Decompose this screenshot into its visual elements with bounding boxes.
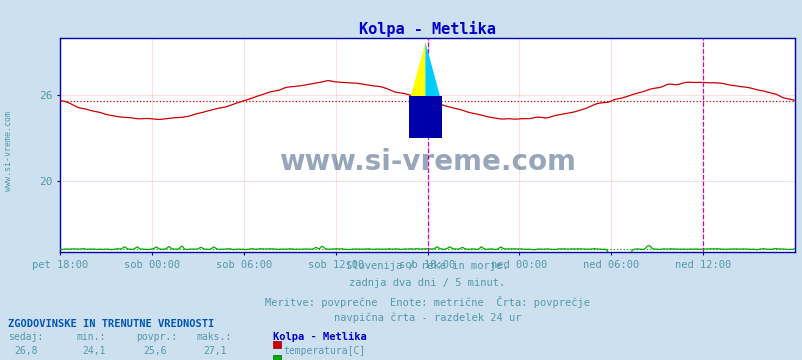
- Text: 24,1: 24,1: [83, 346, 106, 356]
- Text: 25,6: 25,6: [143, 346, 166, 356]
- Text: zadnja dva dni / 5 minut.: zadnja dva dni / 5 minut.: [349, 278, 505, 288]
- Text: Meritve: povprečne  Enote: metrične  Črta: povprečje: Meritve: povprečne Enote: metrične Črta:…: [265, 296, 589, 307]
- Text: 26,8: 26,8: [14, 346, 38, 356]
- Text: navpična črta - razdelek 24 ur: navpična črta - razdelek 24 ur: [334, 313, 520, 323]
- Text: povpr.:: povpr.:: [136, 332, 177, 342]
- Text: 27,1: 27,1: [203, 346, 226, 356]
- Text: www.si-vreme.com: www.si-vreme.com: [279, 148, 575, 176]
- Text: maks.:: maks.:: [196, 332, 232, 342]
- Text: min.:: min.:: [76, 332, 106, 342]
- Text: ZGODOVINSKE IN TRENUTNE VREDNOSTI: ZGODOVINSKE IN TRENUTNE VREDNOSTI: [8, 319, 214, 329]
- Polygon shape: [425, 42, 441, 102]
- Text: sedaj:: sedaj:: [8, 332, 43, 342]
- Title: Kolpa - Metlika: Kolpa - Metlika: [358, 21, 496, 37]
- Polygon shape: [409, 96, 441, 138]
- Text: temperatura[C]: temperatura[C]: [283, 346, 365, 356]
- Text: Slovenija / reke in morje.: Slovenija / reke in morje.: [346, 261, 508, 271]
- Polygon shape: [409, 42, 425, 102]
- Text: Kolpa - Metlika: Kolpa - Metlika: [273, 332, 367, 342]
- Text: www.si-vreme.com: www.si-vreme.com: [3, 111, 13, 191]
